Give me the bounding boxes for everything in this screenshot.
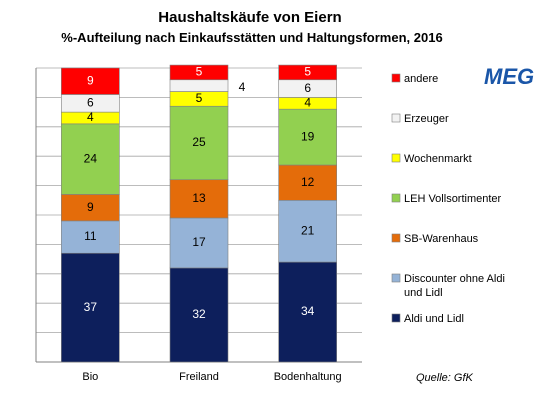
legend-swatch — [391, 273, 401, 283]
data-label: 5 — [196, 91, 203, 105]
chart-subtitle: %-Aufteilung nach Einkaufsstätten und Ha… — [61, 30, 442, 45]
bar-segment — [278, 261, 337, 363]
data-label: 6 — [304, 81, 311, 95]
legend-entry: Wochenmarkt — [404, 153, 472, 165]
bar-segment — [169, 105, 229, 181]
data-label: 4 — [304, 95, 311, 109]
legend-swatch — [391, 313, 401, 323]
x-tick-label: Bio — [82, 371, 98, 383]
legend-entry: andere — [404, 73, 438, 85]
bar-segment — [278, 108, 337, 166]
brand-logo: MEG — [484, 64, 534, 89]
data-label: 9 — [87, 200, 94, 214]
data-label: 5 — [196, 65, 203, 79]
data-label: 34 — [301, 304, 315, 318]
source-note: Quelle: GfK — [416, 372, 474, 384]
x-tick-label: Bodenhaltung — [274, 371, 342, 383]
bar-segment — [278, 164, 337, 201]
bar-segment — [61, 67, 120, 95]
legend: andere Erzeuger Wochenmarkt LEH Vollsortime… — [391, 73, 505, 325]
bar-segment — [169, 217, 229, 269]
plot-area: 3711924469Bio32171325545Freiland34211219… — [35, 64, 362, 383]
bar-segment — [169, 64, 229, 81]
legend-entry: Erzeuger — [404, 113, 449, 125]
data-label: 21 — [301, 223, 315, 237]
legend-entry: Discounter ohne Aldi und Lidl — [404, 273, 505, 299]
data-label: 19 — [301, 129, 315, 143]
data-label: 11 — [84, 229, 97, 243]
bar-segment — [169, 79, 229, 92]
legend-entry: LEH Vollsortimenter — [404, 193, 502, 205]
data-label: 12 — [301, 175, 315, 189]
legend-entry: Aldi und Lidl — [404, 313, 464, 325]
data-label: 6 — [87, 95, 94, 109]
legend-swatch — [391, 233, 401, 243]
legend-entry: SB-Warenhaus — [404, 233, 479, 245]
legend-swatch — [391, 153, 401, 163]
bar-segment — [278, 64, 337, 81]
data-label: 13 — [192, 191, 206, 205]
bar-segment — [61, 194, 120, 222]
bar-segment — [61, 220, 120, 254]
data-label: 4 — [87, 110, 94, 124]
data-label: 17 — [192, 235, 206, 249]
data-label: 4 — [239, 80, 246, 94]
x-tick-label: Freiland — [179, 371, 219, 383]
legend-swatch — [391, 193, 401, 203]
data-label: 24 — [84, 151, 98, 165]
data-label: 5 — [304, 65, 311, 79]
legend-swatch — [391, 113, 401, 123]
data-label: 37 — [84, 300, 98, 314]
bar-segment — [169, 267, 229, 363]
bar-segment — [61, 252, 120, 363]
legend-swatch — [391, 73, 401, 83]
bar-segment — [61, 123, 120, 195]
bar-segment — [169, 179, 229, 219]
data-label: 32 — [192, 307, 206, 321]
data-label: 9 — [87, 73, 94, 87]
chart-title: Haushaltskäufe von Eiern — [158, 9, 341, 26]
data-label: 25 — [192, 135, 206, 149]
